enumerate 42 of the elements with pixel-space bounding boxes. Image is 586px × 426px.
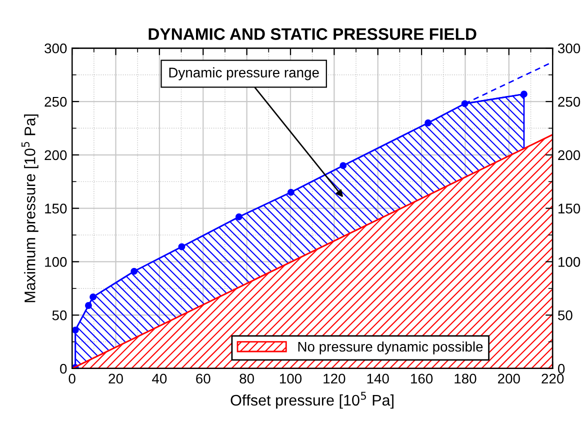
chart-title: DYNAMIC AND STATIC PRESSURE FIELD	[148, 28, 476, 40]
point	[90, 293, 97, 300]
x-tick-label: 140	[367, 374, 389, 384]
x-tick-label: 40	[152, 374, 167, 384]
y-tick-label: 250	[44, 96, 67, 107]
x-tick-label: 200	[498, 374, 520, 384]
y2-tick-label: 50	[558, 310, 572, 320]
x-tick-label: 0	[68, 374, 76, 384]
y-tick-label: 100	[45, 257, 67, 267]
y2-tick-label: 200	[558, 150, 580, 160]
point	[424, 119, 432, 126]
point	[287, 188, 294, 196]
point	[84, 302, 92, 309]
point	[520, 90, 528, 98]
point	[130, 268, 138, 275]
y-tick-label: 150	[45, 204, 67, 214]
x-tick-label: 60	[196, 374, 210, 384]
point	[178, 243, 186, 250]
x-tick-label: 220	[542, 374, 564, 384]
x-tick-label: 160	[411, 374, 433, 384]
y2-tick-label: 100	[558, 257, 580, 267]
annotation: Dynamic pressure range	[169, 67, 319, 80]
y2-tick-label: 0	[558, 364, 565, 374]
y2-tick-label: 300	[558, 43, 580, 54]
y-tick-label: 300	[44, 43, 67, 54]
y2-tick-label: 150	[558, 204, 580, 214]
point	[72, 326, 79, 334]
y-tick-label: 200	[44, 150, 67, 160]
x-tick-label: 80	[240, 374, 254, 384]
x-tick-label: 180	[454, 374, 476, 384]
point	[340, 162, 347, 170]
x-axis-title: Offset pressure [10$^{5}$ Pa]	[230, 392, 394, 409]
y-tick-label: 50	[52, 310, 67, 320]
y-axis-title: Maximum pressure [10$^{5}$ Pa]	[22, 114, 38, 302]
y-tick-label: 0	[60, 364, 67, 374]
x-tick-label: 100	[280, 374, 302, 384]
point	[235, 213, 242, 220]
x-tick-label: 20	[108, 374, 123, 384]
legend-label: No pressure dynamic possible	[298, 341, 483, 354]
point	[461, 100, 468, 108]
y2-tick-label: 250	[558, 96, 580, 107]
x-tick-label: 120	[324, 374, 346, 384]
